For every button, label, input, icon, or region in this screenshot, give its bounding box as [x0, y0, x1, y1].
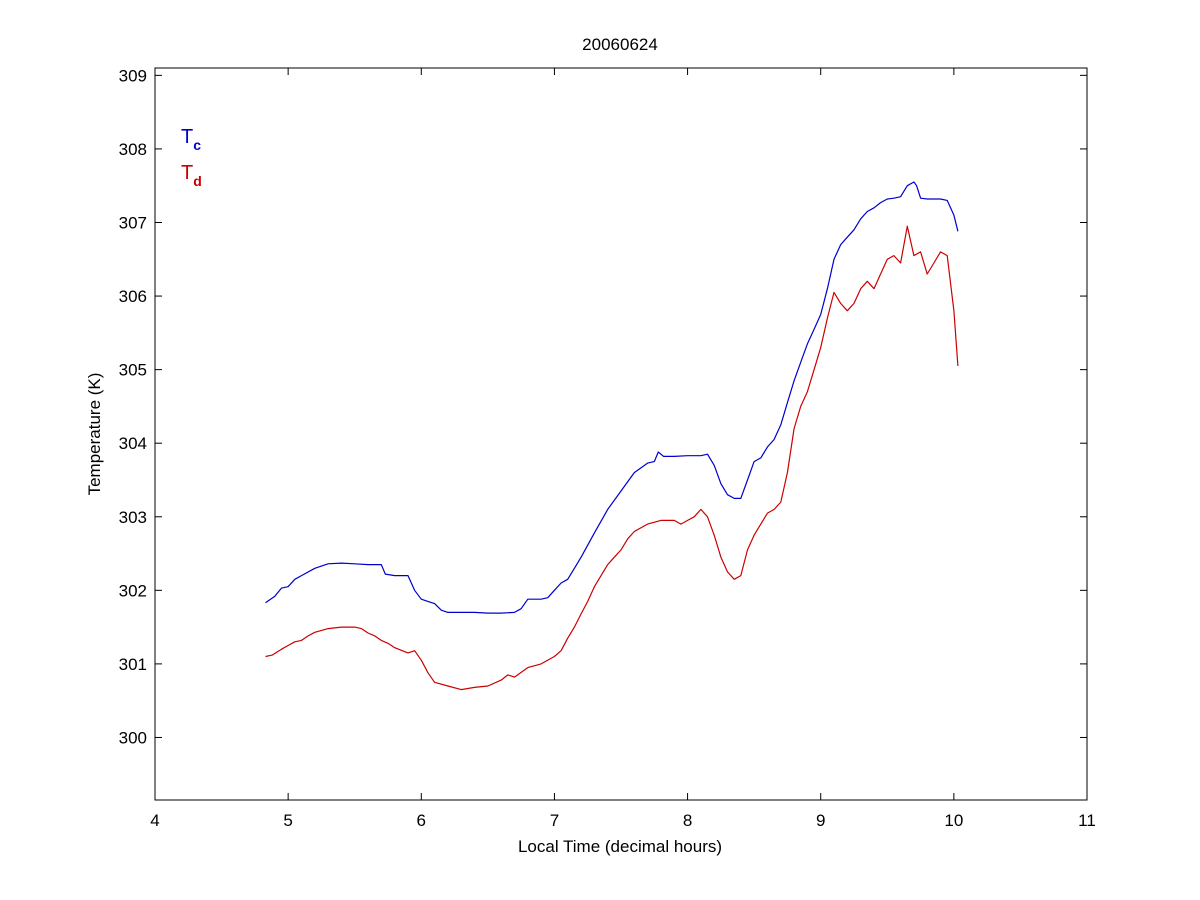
plot-frame [154, 67, 1088, 801]
x-tick-label: 11 [1078, 811, 1096, 830]
x-tick-label: 9 [816, 811, 825, 830]
y-tick-label: 305 [119, 361, 147, 380]
legend-entry-tc-main: T [181, 126, 193, 148]
legend-entry-tc: Tc [181, 126, 201, 153]
x-tick-label: 8 [683, 811, 692, 830]
y-axis-label: Temperature (K) [85, 373, 104, 496]
y-tick-label: 306 [119, 287, 147, 306]
y-axis: 300 301 302 303 304 305 306 307 308 309 [119, 66, 1087, 747]
y-tick-label: 302 [119, 581, 147, 600]
legend: Tc Td [181, 126, 202, 189]
y-tick-label: 304 [119, 434, 147, 453]
legend-entry-tc-sub: c [193, 137, 201, 153]
x-tick-label: 10 [944, 811, 963, 830]
y-tick-label: 309 [119, 66, 147, 85]
x-tick-label: 5 [283, 811, 292, 830]
x-tick-label: 4 [150, 811, 159, 830]
x-axis: 4 5 6 7 8 9 10 11 [150, 68, 1096, 830]
x-axis-label: Local Time (decimal hours) [518, 837, 722, 856]
legend-entry-td-sub: d [193, 173, 202, 189]
y-tick-label: 303 [119, 508, 147, 527]
series-line-td [265, 225, 959, 691]
y-tick-label: 301 [119, 655, 147, 674]
chart-title: 20060624 [582, 35, 658, 54]
plot-area [154, 67, 1088, 801]
legend-entry-td-main: T [181, 162, 193, 184]
series-line-tc [265, 181, 959, 614]
x-tick-label: 6 [417, 811, 426, 830]
y-tick-label: 307 [119, 213, 147, 232]
series-layer [265, 181, 959, 691]
x-tick-label: 7 [550, 811, 559, 830]
y-tick-label: 300 [119, 728, 147, 747]
legend-entry-td: Td [181, 162, 202, 189]
y-tick-label: 308 [119, 140, 147, 159]
